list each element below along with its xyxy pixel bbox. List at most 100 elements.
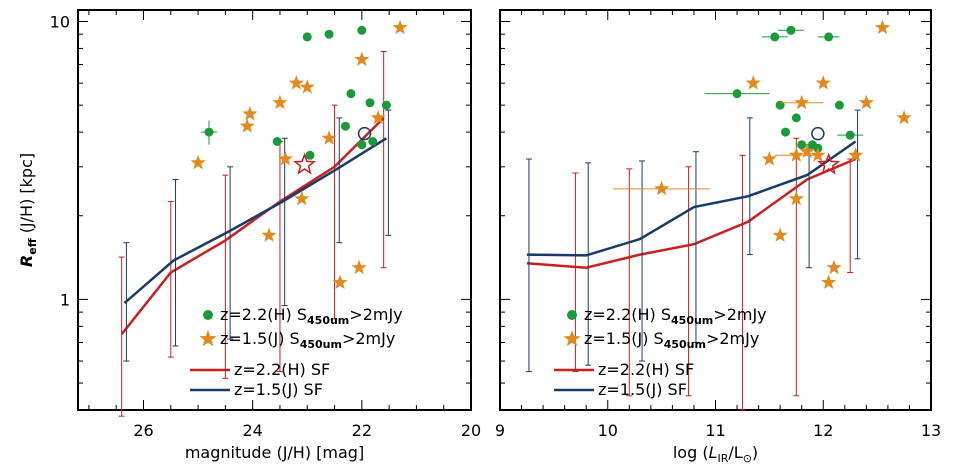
legend-label: z=1.5(J) SF [598,380,687,399]
data-point-star [761,151,777,166]
data-point-circle [357,25,367,35]
data-point-star [821,274,837,290]
data-point-star [799,143,815,159]
legend-circle-icon [203,310,213,320]
legend-label-part: S [654,329,664,348]
data-point-star [332,274,348,290]
data-point-circle [786,25,796,35]
legend-label: z=2.2(H) SF [598,360,694,379]
data-point-circle [340,121,350,131]
legend-label-part: S [661,305,671,324]
data-point-star [370,109,386,125]
data-point-star [354,51,370,66]
open-star-marker [292,152,317,175]
x-tick-label: 22 [352,421,372,440]
legend-label: z=2.2(H) S450um>2mJy [584,305,767,327]
open-star-marker [817,152,841,175]
legend-label-part: z=1.5(J) [584,329,654,348]
legend-label: z=1.5(J) S450um>2mJy [220,329,395,351]
legend-label-part: 450um [300,338,342,351]
data-point-star [788,147,804,162]
legend-label-part: z=2.2(H) SF [234,360,330,379]
legend-label: z=2.2(H) S450um>2mJy [220,305,403,327]
legend-label-part: z=2.2(H) [220,305,297,324]
data-point-star [788,190,804,206]
series-line [123,137,388,305]
data-point-star [190,154,206,170]
x-tick-label: 10 [598,421,618,440]
data-point-star [847,147,864,162]
data-point-star [745,75,761,90]
data-point-star [288,75,304,90]
data-point-star [242,105,258,121]
series-line [120,117,385,335]
data-point-circle [797,140,807,150]
open-circle-marker [811,126,825,141]
y-axis-label-part: eff [26,238,39,254]
x-axis-label-part: L [709,443,718,462]
y-tick-label: 1 [60,290,70,309]
data-point-star [826,259,842,275]
x-axis-label: magnitude (J/H) [mag] [185,443,364,462]
x-axis-label-part: /L [728,443,742,462]
x-tick-label: 11 [705,421,725,440]
legend-label-part: z=1.5(J) SF [234,380,323,399]
data-point-circle [834,100,844,110]
data-point-circle [302,32,312,42]
data-point-circle [346,89,356,99]
data-point-circle [791,113,801,123]
data-point-circle [775,100,785,110]
data-point-star [321,130,337,145]
legend-label-part: S [297,305,307,324]
data-point-circle [272,137,282,147]
left-panel: 26 24 22 20 1 10 magnitude (J/H) [mag] Reff (J/… [17,9,481,462]
legend-label: z=1.5(J) SF [234,380,323,399]
y-axis-label-part: (J/H) [kpc] [17,153,36,239]
data-point-star [294,190,310,206]
legend-label-part: >2mJy [342,329,395,348]
data-point-star [874,19,891,35]
legend-label-part: z=1.5(J) SF [598,380,687,399]
plot-frame [499,9,932,411]
data-point-star [239,118,255,133]
data-point-circle [781,127,791,137]
x-axis-label-part: log ( [673,443,709,462]
data-point-circle [305,150,315,160]
data-point-star [299,79,315,94]
legend-label-part: >2mJy [349,305,402,324]
data-point-circle [381,100,391,110]
legend-label-part: >2mJy [706,329,759,348]
data-point-star [896,109,912,125]
data-point-circle [732,89,742,99]
data-point-star [261,227,277,242]
legend-label-part: z=2.2(H) SF [598,360,694,379]
data-point-star [351,259,367,275]
y-axis-label-part: R [17,255,36,267]
series-line [526,140,857,257]
data-point-circle [365,98,375,108]
data-point-circle [324,29,334,39]
data-point-circle [845,130,855,140]
legend-label-part: >2mJy [713,305,766,324]
legend-label-part: 450um [671,314,713,327]
data-point-star [654,180,670,196]
data-point-star [772,227,788,242]
x-axis-label-part: IR [717,452,728,465]
data-point-star [858,94,874,110]
legend-label-part: 450um [664,338,706,351]
x-tick-label: 26 [133,421,153,440]
legend-label-part: z=1.5(J) [220,329,290,348]
x-tick-label: 20 [461,421,481,440]
x-axis-label: log (LIR/L⊙) [673,443,758,465]
data-point-star [272,94,288,110]
legend-label-part: 450um [307,314,349,327]
data-point-circle [204,127,214,137]
data-point-circle [357,140,367,150]
legend-star-icon [199,330,217,347]
data-point-circle [824,32,834,42]
open-circle-marker [357,126,372,141]
y-tick-label: 10 [50,13,70,32]
legend-star-icon [563,330,581,347]
data-point-star [815,75,831,90]
